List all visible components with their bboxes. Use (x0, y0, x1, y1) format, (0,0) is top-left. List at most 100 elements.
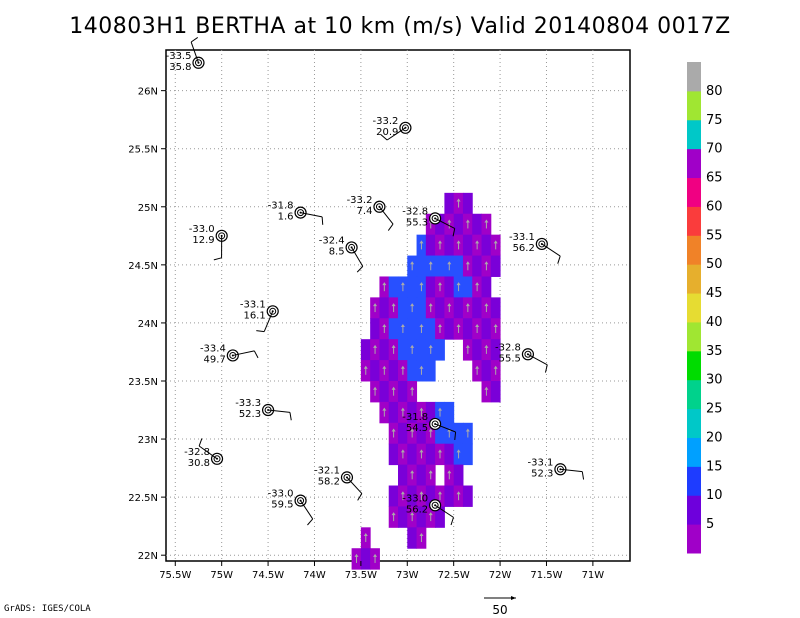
wind-cell (416, 422, 427, 445)
dropsonde: -33.449.7 (200, 343, 259, 365)
colorbar-label: 55 (706, 228, 723, 243)
wind-cell (379, 297, 390, 319)
dropsonde: -32.48.5 (319, 235, 364, 273)
colorbar-swatch (687, 264, 701, 294)
wind-vector-head (475, 282, 480, 286)
wind-vector-head (400, 282, 405, 286)
wind-barb-flag (387, 223, 394, 231)
wind-vector-head (382, 282, 387, 286)
wind-barb-flag (253, 350, 259, 359)
wind-barb-flag (321, 216, 324, 225)
wind-vector-head (419, 407, 424, 411)
wind-barb-flag (190, 37, 199, 43)
dropsonde: -33.012.9 (189, 224, 228, 261)
wind-vector-head (456, 198, 461, 202)
wind-cell (435, 213, 445, 236)
y-tick-label: 24.5N (128, 261, 158, 272)
colorbar-label: 10 (706, 488, 723, 503)
x-tick-label: 71W (582, 570, 605, 581)
wind-vector-head (410, 261, 415, 265)
x-tick-label: 71.5W (530, 570, 562, 581)
wind-cell (416, 297, 427, 319)
wind-barb (268, 409, 291, 413)
vector-scale: 50 (484, 596, 516, 617)
wind-cell (398, 506, 408, 528)
wind-vector-head (382, 323, 387, 327)
colorbar-swatch (687, 350, 701, 381)
wind-vector-head (419, 282, 424, 286)
y-tick-label: 25N (138, 203, 158, 214)
dropsonde: -33.116.1 (240, 299, 279, 333)
wind-cell (472, 339, 483, 361)
dropsonde: -32.158.2 (314, 465, 363, 501)
dropsonde-ring (431, 420, 439, 428)
wind-vector-head (410, 470, 415, 474)
wind-cell (453, 464, 464, 487)
dropsonde-temp: -33.2 (373, 116, 399, 127)
wind-barb (300, 500, 314, 520)
wind-cell (435, 255, 445, 277)
dropsonde-ring (297, 497, 305, 505)
colorbar-swatch (687, 90, 701, 121)
x-tick-label: 73W (396, 570, 419, 581)
wind-cell (416, 506, 427, 528)
wind-vector-head (391, 344, 396, 348)
y-tick-label: 22N (138, 551, 158, 562)
dropsonde-speed: 56.2 (406, 504, 428, 515)
dropsonde-speed: 58.2 (318, 476, 340, 487)
wind-vector-head (373, 553, 378, 557)
wind-vector-head (438, 282, 443, 286)
dropsonde: -32.855.5 (495, 342, 548, 373)
wind-vector-head (400, 407, 405, 411)
wind-vector-head (391, 428, 396, 432)
wind-cell (407, 401, 418, 424)
wind-cell (462, 276, 473, 298)
wind-cell (388, 360, 399, 382)
dropsonde: -33.352.3 (235, 398, 292, 421)
dropsonde-temp: -31.8 (402, 412, 428, 423)
vector-scale-label: 50 (492, 603, 507, 617)
wind-vector-head (419, 449, 424, 453)
dropsonde-ring (348, 243, 356, 251)
wind-cell (453, 213, 464, 236)
wind-cell (444, 276, 455, 298)
wind-cell (453, 422, 464, 445)
wind-barb (541, 243, 561, 257)
wind-vector-head (465, 219, 470, 223)
dropsonde-speed: 12.9 (192, 235, 214, 246)
wind-barb (300, 212, 323, 218)
colorbar-swatch (687, 206, 701, 236)
x-tick-label: 75W (210, 570, 233, 581)
wind-vector-head (484, 219, 489, 223)
wind-cell (435, 506, 445, 528)
wind-vector-head (428, 303, 433, 307)
dropsonde-temp: -32.8 (402, 206, 428, 217)
wind-vector-head (438, 323, 443, 327)
wind-vector-head (373, 303, 378, 307)
wind-vector-head (447, 219, 452, 223)
wind-cell (425, 318, 436, 340)
dropsonde: -31.854.5 (402, 412, 457, 441)
wind-cell (398, 422, 408, 445)
dropsonde: -31.81.6 (268, 201, 324, 225)
dropsonde-speed: 55.5 (499, 353, 521, 364)
dropsonde-ring (213, 455, 221, 463)
y-tick-label: 25.5N (128, 145, 158, 156)
wind-cell (462, 192, 473, 215)
colorbar-label: 70 (706, 142, 723, 157)
wind-cell (490, 380, 501, 403)
wind-cell (425, 234, 436, 257)
wind-vector-head (484, 303, 489, 307)
wind-cell (388, 276, 399, 298)
x-tick-label: 74.5W (252, 570, 284, 581)
wind-vector-head (363, 365, 368, 369)
wind-cell (416, 464, 427, 487)
wind-vector-head (391, 303, 396, 307)
dropsonde: -33.152.3 (528, 457, 585, 480)
wind-vector-head (400, 323, 405, 327)
y-axis-ticks: 22N 22.5N 23N 23.5N 24N 24.5N 25N 25.5N 26N (128, 87, 166, 562)
dropsonde-temp: -33.2 (347, 195, 373, 206)
wind-barb-flag (452, 228, 456, 237)
dropsonde-speed: 59.5 (271, 500, 293, 511)
